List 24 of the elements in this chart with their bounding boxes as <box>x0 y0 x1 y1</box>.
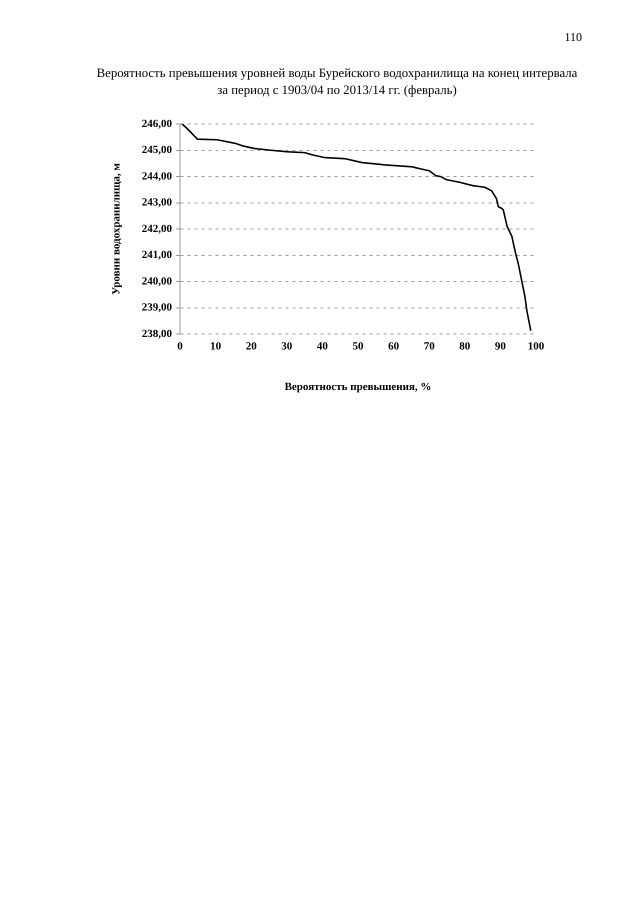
x-tick-label: 50 <box>352 340 364 352</box>
y-tick-label: 241,00 <box>142 249 172 262</box>
x-tick-label: 20 <box>246 340 258 352</box>
x-tick-label: 10 <box>210 340 222 352</box>
y-tick-label: 245,00 <box>142 144 172 156</box>
text: 110 <box>564 30 582 44</box>
y-tick-label: 238,00 <box>142 328 172 340</box>
y-tick-label: 244,00 <box>142 170 172 182</box>
y-axis-title: Уровни водохранилища, м <box>110 162 122 295</box>
x-tick-label: 100 <box>528 340 545 352</box>
chart-title: Вероятность превышения уровней воды Бурейского водохранилища на конец интервала за период с 1903/04 по 2013/14 гг. (февраль) <box>96 65 578 99</box>
x-tick-label: 0 <box>177 340 184 352</box>
x-tick-label: 60 <box>388 340 400 352</box>
y-tick-label: 242,00 <box>142 222 172 235</box>
y-tick-label: 239,00 <box>142 302 172 314</box>
x-tick-label: 40 <box>316 340 328 352</box>
x-tick-label: 70 <box>424 340 436 352</box>
x-axis-title: Вероятность превышения, % <box>284 381 432 394</box>
x-tick-label: 30 <box>281 340 293 352</box>
x-tick-label: 90 <box>494 340 506 352</box>
y-tick-label: 240,00 <box>142 275 172 288</box>
y-tick-label: 246,00 <box>142 118 172 130</box>
x-tick-label: 80 <box>459 340 471 352</box>
y-tick-label: 243,00 <box>142 196 172 209</box>
